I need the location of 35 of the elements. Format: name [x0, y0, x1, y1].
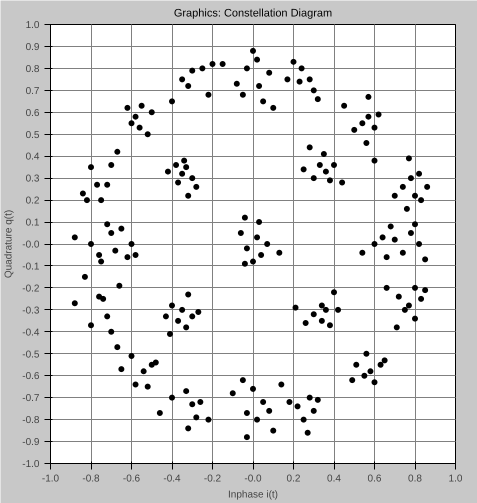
x-tick-label: 1.0 [448, 474, 463, 484]
y-tick-label: 0.2 [26, 196, 40, 207]
x-axis-title: Inphase i(t) [228, 490, 278, 500]
y-tick-label: -0.1 [22, 261, 40, 272]
y-tick-label: 0.6 [26, 108, 40, 119]
y-tick-label: -0.0 [22, 240, 40, 250]
y-tick-label: -0.2 [22, 283, 40, 294]
y-tick-label: -0.4 [22, 327, 40, 338]
y-tick-label: 0.4 [26, 152, 40, 163]
x-tick-label: -1.0 [42, 474, 60, 484]
y-tick-label: 0.9 [26, 42, 40, 53]
y-tick-label: 0.1 [26, 218, 40, 229]
y-tick-label: 0.8 [26, 64, 40, 75]
y-tick-label: -0.7 [22, 393, 40, 404]
x-tick-label: -0.0 [244, 474, 262, 484]
y-tick-label: 0.7 [26, 86, 40, 97]
x-tick-label: -0.6 [122, 474, 141, 484]
y-tick-label: 0.3 [26, 174, 40, 185]
y-tick-label: -0.5 [22, 349, 40, 360]
y-tick-label: 1.0 [26, 20, 40, 31]
x-tick-label: -0.2 [204, 474, 222, 484]
chart-title: Graphics: Constellation Diagram [174, 8, 332, 20]
y-tick-label: -0.8 [22, 415, 40, 426]
x-tick-label: -0.8 [82, 474, 100, 484]
x-tick-label: 0.6 [368, 474, 382, 484]
y-tick-label: -0.3 [22, 305, 40, 316]
x-tick-label: -0.4 [163, 474, 182, 484]
y-tick-label: -0.6 [22, 371, 40, 382]
x-tick-label: 0.2 [286, 474, 301, 484]
x-tick-label: 0.4 [327, 474, 342, 484]
y-tick-label: -1.0 [22, 459, 40, 470]
x-tick-label: 0.8 [408, 474, 422, 484]
y-axis-title: Quadrature q(t) [3, 210, 14, 278]
y-tick-label: -0.9 [22, 437, 40, 448]
y-tick-label: 0.5 [26, 130, 40, 141]
